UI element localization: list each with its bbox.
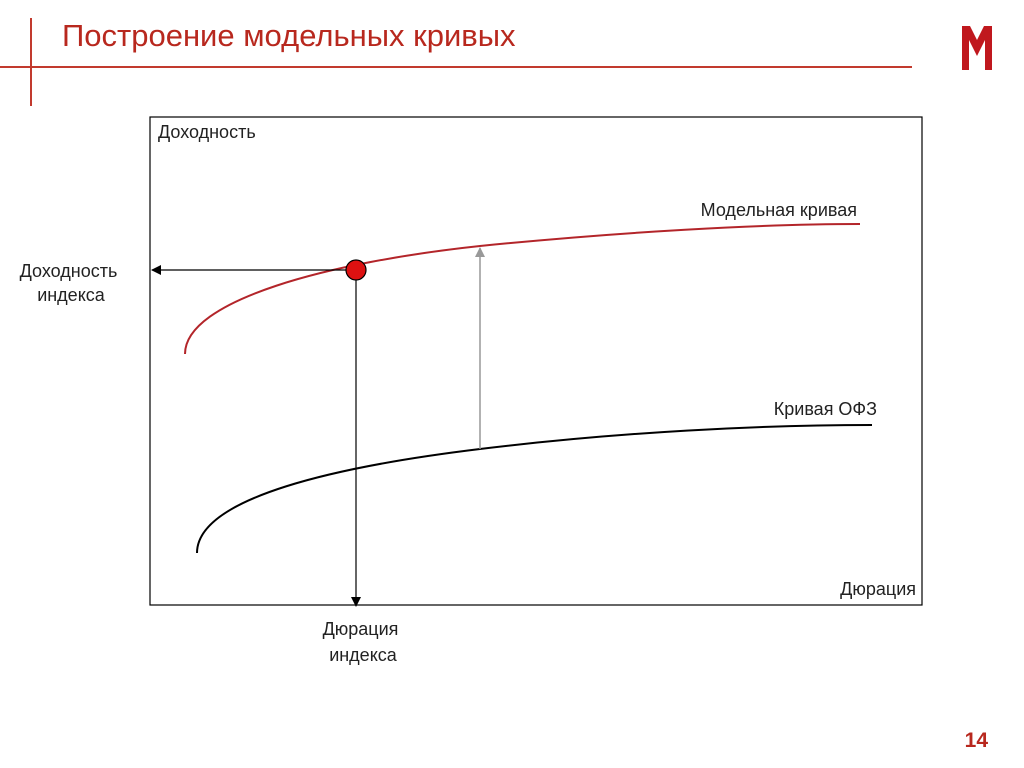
index-duration-label-line-1: Дюрация (323, 619, 399, 639)
ofz-curve-label: Кривая ОФЗ (774, 399, 877, 419)
plot-frame (149, 116, 923, 606)
index-duration-label-line-2: индекса (329, 645, 398, 665)
ofz-curve (196, 424, 873, 554)
y-axis-label: Доходность (158, 122, 256, 142)
index-duration-label: Дюрация индекса (323, 619, 404, 665)
brand-logo-icon (962, 26, 992, 70)
title-rule-vertical (30, 18, 32, 106)
page-number: 14 (964, 729, 988, 752)
index-point (345, 259, 367, 281)
x-axis-label: Дюрация (840, 579, 916, 599)
title-rule-horizontal (0, 66, 912, 68)
index-yield-label-line-2: индекса (37, 285, 106, 305)
model-curve-label: Модельная кривая (701, 200, 857, 220)
index-yield-label-line-1: Доходность (20, 261, 118, 281)
index-yield-label: Доходность индекса (20, 261, 123, 305)
model-curve (184, 223, 861, 355)
slide-title: Построение модельных кривых (62, 18, 516, 53)
